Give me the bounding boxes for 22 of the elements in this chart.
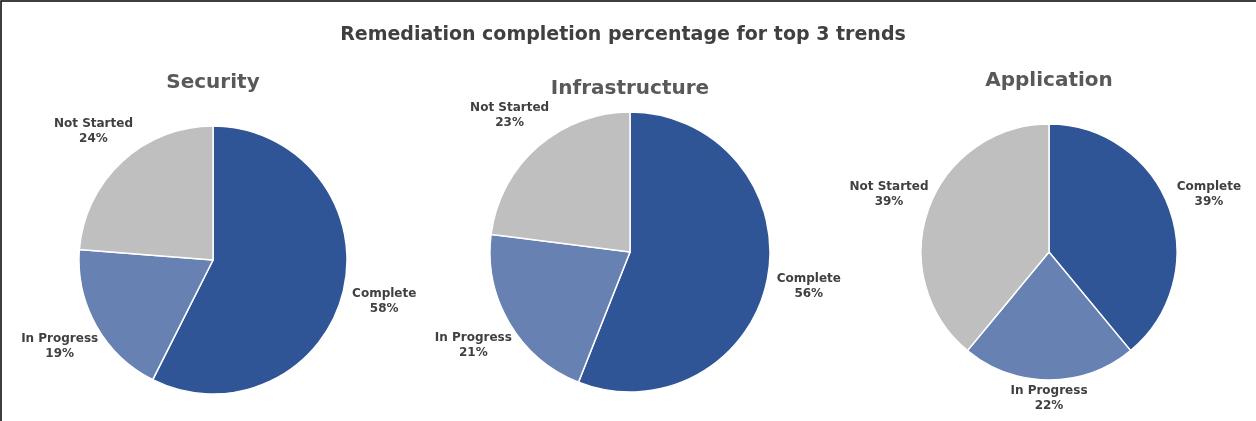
data-label: 24% — [79, 130, 108, 145]
data-label: 21% — [458, 344, 488, 359]
chart-title: Security — [166, 69, 260, 93]
text: Remediation completion percentage for top 3 trends — [340, 22, 906, 44]
data-label: 23% — [495, 115, 525, 130]
slice-label: Not Started — [849, 179, 929, 194]
data-label: 58% — [369, 300, 399, 315]
slice-label: Not Started — [470, 100, 550, 115]
data-label: 19% — [45, 346, 75, 361]
slice-label: In Progress — [434, 329, 512, 344]
slice-label: Complete — [1176, 179, 1242, 194]
data-label: 56% — [794, 286, 824, 301]
data-label: 22% — [1034, 398, 1064, 412]
slice-label: Not Started — [53, 115, 134, 130]
slice-label: Complete — [352, 285, 417, 300]
data-label: 39% — [874, 194, 904, 209]
chart-title: Infrastructure — [550, 75, 710, 99]
slice-label: In Progress — [21, 331, 99, 346]
slice-label: In Progress — [1010, 383, 1088, 397]
chart-title: Application — [985, 67, 1113, 91]
data-label: 39% — [1194, 194, 1224, 209]
slice-label: Complete — [776, 271, 841, 286]
